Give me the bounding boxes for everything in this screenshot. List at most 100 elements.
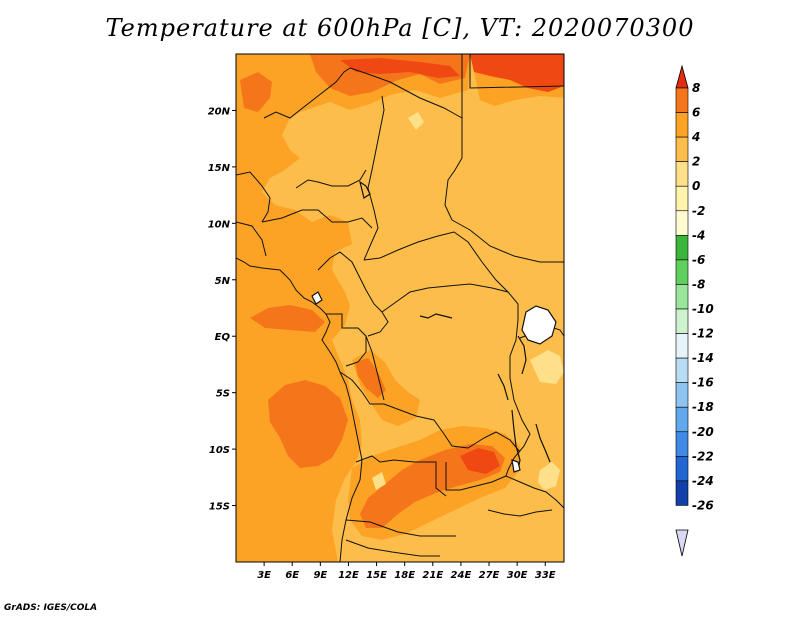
border-line (469, 54, 564, 89)
colorbar-label: -26 (692, 498, 714, 512)
lat-tick-label: 20N (208, 106, 231, 117)
field-gulf-4-6 (250, 305, 325, 332)
border-line (349, 67, 463, 119)
lon-tick-label: 21E (422, 570, 443, 581)
border-line (365, 335, 385, 401)
lake-outline (521, 305, 557, 345)
lakes (311, 180, 557, 473)
colorbar-label: -6 (692, 253, 705, 267)
colorbar-swatch (675, 480, 689, 506)
border-line (339, 371, 521, 453)
colorbar-label: -4 (692, 228, 705, 242)
colorbar-swatch (675, 357, 689, 383)
border-line (445, 462, 507, 491)
colorbar-label: -20 (692, 425, 714, 439)
field-southeast-neg2-0 (538, 462, 560, 490)
lon-tick-label: 30E (507, 570, 528, 581)
border-line (363, 231, 509, 293)
colorbar-bottom-arrow (675, 529, 689, 557)
lon-tick-label: 9E (313, 570, 327, 581)
border-line (345, 539, 440, 557)
lake-outline (419, 313, 453, 319)
border-line (451, 219, 564, 263)
lon-tick-label: 15E (366, 570, 387, 581)
colorbar-label: -2 (692, 204, 705, 218)
colorbar-label: 4 (691, 130, 700, 144)
lon-tick-label: 24E (451, 570, 472, 581)
border-line (236, 257, 363, 562)
colorbar-label: 0 (692, 179, 700, 193)
colorbar-label: -8 (692, 277, 705, 291)
lat-tick-label: 15N (208, 163, 231, 174)
colorbar-swatch (675, 112, 689, 138)
colorbar-swatch (675, 333, 689, 359)
field-sw-4-6 (268, 380, 348, 468)
colorbar-swatch (675, 161, 689, 187)
field-northwest-4-6 (240, 72, 272, 112)
lat-tick-label: 10N (208, 219, 231, 230)
field-south-neg2-0 (372, 472, 386, 490)
lon-tick-label: 6E (285, 570, 299, 581)
country-borders (236, 54, 564, 562)
colorbar-swatch (675, 308, 689, 334)
map-frame (235, 53, 565, 563)
lake-outline (517, 335, 527, 375)
field-sahara-neg2-0 (408, 112, 424, 130)
lat-tick-label: 10S (209, 445, 230, 456)
border-line (363, 95, 385, 261)
border-line (236, 221, 267, 257)
border-line (295, 169, 367, 189)
colorbar-swatch (675, 235, 689, 261)
lake-outline (311, 291, 323, 305)
lake-outline (535, 423, 551, 463)
lon-tick-label: 33E (535, 570, 556, 581)
border-line (236, 171, 271, 223)
colorbar-label: -14 (692, 351, 714, 365)
colorbar-swatch (675, 185, 689, 212)
colorbar-label: -10 (692, 302, 714, 316)
latitude-axis: 20N 15N 10N 5N EQ 5S 10S 15S (208, 106, 236, 513)
colorbar-top-arrow (675, 64, 689, 89)
field-north-6-8 (470, 54, 564, 92)
field-coast-4-6 (355, 358, 386, 398)
colorbar-label: 6 (692, 106, 700, 120)
colorbar-swatch (675, 456, 689, 482)
border-line (261, 209, 373, 229)
colorbar-swatch (675, 431, 689, 457)
colorbar-label: 8 (692, 81, 700, 95)
colorbar-label: 2 (692, 155, 700, 169)
colorbar-label: -24 (692, 474, 714, 488)
field-lake-6-8 (460, 448, 500, 474)
field-east-neg2-0 (530, 350, 564, 384)
lon-tick-label: 12E (338, 570, 359, 581)
lat-tick-label: EQ (215, 332, 231, 343)
colorbar-swatch (675, 259, 689, 285)
field-libya-6-8 (340, 58, 460, 78)
border-line (505, 475, 564, 509)
lon-tick-label: 3E (257, 570, 271, 581)
colorbar-swatch (675, 210, 689, 236)
colorbar-label: -16 (692, 376, 714, 390)
border-line (381, 283, 519, 320)
border-line (326, 313, 367, 367)
border-line (444, 54, 463, 221)
colorbar-swatch (675, 406, 689, 433)
colorbar-swatch (675, 87, 689, 113)
grads-credit: GrADS: IGES/COLA (4, 603, 98, 613)
lat-tick-label: 5S (216, 389, 230, 400)
lake-outline (359, 180, 371, 199)
colorbar: 8 6 4 2 0 -2 -4 -6 -8 -10 -12 -14 -16 -18 -20 -22 -24 -26 (675, 64, 714, 557)
temperature-field (236, 54, 564, 562)
border-line (487, 509, 553, 517)
border-line (355, 455, 447, 497)
lon-tick-label: 18E (394, 570, 415, 581)
colorbar-swatch (675, 382, 689, 408)
border-line (345, 519, 456, 537)
lake-outline (511, 459, 521, 473)
longitude-axis: 3E 6E 9E 12E 15E 18E 21E 24E 27E 30E 33E (257, 562, 556, 581)
colorbar-label: -12 (692, 327, 714, 341)
lon-tick-label: 27E (479, 570, 500, 581)
colorbar-label: -18 (692, 400, 714, 414)
chart-title: Temperature at 600hPa [C], VT: 202007030… (105, 14, 695, 42)
